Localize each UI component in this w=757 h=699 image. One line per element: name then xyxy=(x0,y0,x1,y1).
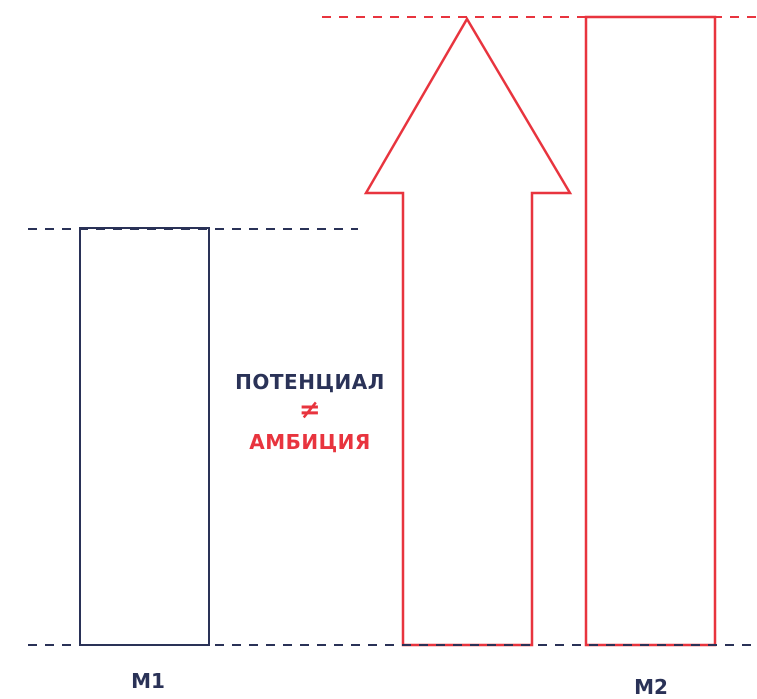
ambition-arrow xyxy=(363,16,573,647)
m2-label: M2 xyxy=(634,675,668,699)
ambition-caption: АМБИЦИЯ xyxy=(249,430,371,454)
m1-potential-bar xyxy=(79,227,210,646)
m1-label: M1 xyxy=(131,669,165,693)
m2-ambition-bar xyxy=(584,15,717,647)
potential-caption: ПОТЕНЦИАЛ xyxy=(235,370,385,394)
not-equal-sign: ≠ xyxy=(298,395,322,425)
